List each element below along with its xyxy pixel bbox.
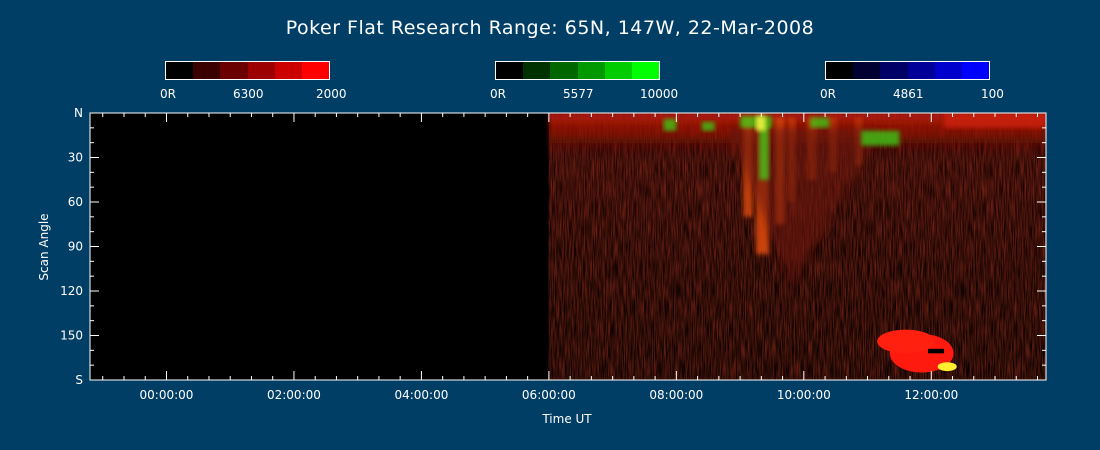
colorbar-5577-max-label: 10000 <box>640 87 679 101</box>
colorbar-6300-max-label: 2000 <box>316 87 347 101</box>
colorbar-swatch <box>523 62 551 79</box>
axes: N 30 60 90 120 150 S 00:00:00 02:00:00 04:00:00 06… <box>60 106 1047 402</box>
red-band-north-bright <box>944 113 1046 128</box>
colorbar-swatch <box>496 62 524 79</box>
green-emission-patch <box>759 124 769 180</box>
colorbar-4861-min-label: 0R <box>820 87 836 101</box>
y-tick-label: 150 <box>60 329 83 343</box>
colorbar-swatch <box>274 62 302 79</box>
x-tick-label: 10:00:00 <box>777 388 831 402</box>
plot-area <box>90 113 1046 380</box>
saturated-blob-gap <box>928 348 945 354</box>
y-tick-label: 60 <box>68 195 83 209</box>
yellow-emission-patch <box>756 115 766 131</box>
y-tick-label: 30 <box>68 151 83 165</box>
page-title: Poker Flat Research Range: 65N, 147W, 22… <box>285 17 815 39</box>
x-tick-label: 04:00:00 <box>394 388 448 402</box>
colorbar-swatch <box>550 62 578 79</box>
colorbar-swatch <box>880 62 908 79</box>
colorbar-swatch <box>220 62 248 79</box>
green-emission-patch <box>861 130 900 146</box>
x-tick-label: 06:00:00 <box>522 388 576 402</box>
colorbar-swatch <box>247 62 275 79</box>
colorbar-6300 <box>165 61 330 80</box>
colorbar-swatch <box>934 62 962 79</box>
colorbar-swatch <box>604 62 632 79</box>
green-emission-patch <box>810 117 830 128</box>
colorbar-swatch <box>853 62 881 79</box>
colorbar-4861 <box>825 61 990 80</box>
colorbar-6300-mid-label: 6300 <box>233 87 264 101</box>
colorbar-swatch <box>961 62 990 79</box>
green-emission-patch <box>663 118 677 131</box>
y-tick-label: S <box>75 373 83 387</box>
colorbar-5577-min-label: 0R <box>490 87 506 101</box>
colorbar-5577-mid-label: 5577 <box>563 87 594 101</box>
green-emission-patch <box>701 121 715 131</box>
colorbar-swatch <box>193 62 221 79</box>
colorbar-swatch <box>166 62 194 79</box>
x-tick-label: 02:00:00 <box>267 388 321 402</box>
colorbar-swatch <box>577 62 605 79</box>
y-axis-label: Scan Angle <box>37 213 51 280</box>
x-tick-label: 08:00:00 <box>649 388 703 402</box>
saturated-blob-hotspot <box>937 362 957 372</box>
plot-clip-group <box>90 113 1046 380</box>
colorbar-4861-max-label: 100 <box>981 87 1004 101</box>
y-tick-label: 120 <box>60 284 83 298</box>
saturated-red-blob-upper <box>877 329 935 354</box>
colorbar-4861-mid-label: 4861 <box>893 87 924 101</box>
x-tick-label: 12:00:00 <box>904 388 958 402</box>
colorbar-swatch <box>631 62 660 79</box>
x-tick-label: 00:00:00 <box>140 388 194 402</box>
x-axis-label: Time UT <box>541 412 592 426</box>
y-tick-label: N <box>74 106 83 120</box>
y-tick-label: 90 <box>68 240 83 254</box>
colorbar-swatch <box>907 62 935 79</box>
colorbar-5577 <box>495 61 660 80</box>
colorbar-6300-min-label: 0R <box>160 87 176 101</box>
colorbar-swatch <box>301 62 330 79</box>
colorbar-swatch <box>826 62 854 79</box>
